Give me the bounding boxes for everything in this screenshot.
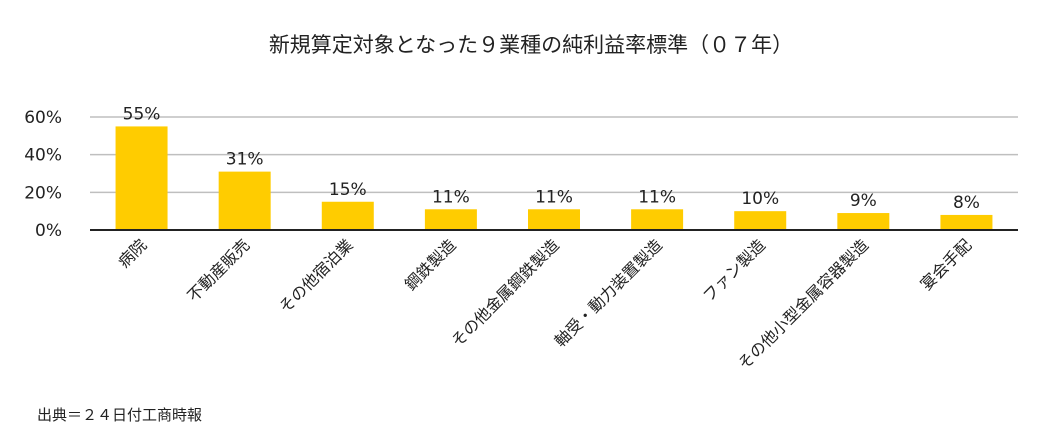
category-label: 不動産販売 — [183, 235, 253, 305]
data-label: 10% — [741, 189, 779, 209]
bar — [734, 211, 787, 230]
category-label: 軸受・動力装置製造 — [551, 235, 666, 350]
y-tick-label: 0% — [35, 221, 62, 241]
data-label: 8% — [953, 193, 980, 213]
category-label: その他金属鋼鉄製造 — [448, 235, 563, 350]
data-label: 11% — [638, 187, 676, 207]
category-label: 鋼鉄製造 — [401, 235, 460, 294]
y-tick-label: 60% — [24, 108, 62, 128]
bar — [218, 171, 271, 230]
data-label: 11% — [432, 187, 470, 207]
data-label: 11% — [535, 187, 573, 207]
data-label: 31% — [226, 150, 264, 170]
bar — [424, 209, 477, 230]
bar — [528, 209, 580, 230]
y-tick-label: 20% — [24, 183, 62, 203]
data-label: 55% — [123, 104, 161, 124]
bar — [631, 209, 684, 230]
bar — [115, 126, 168, 230]
chart-title: 新規算定対象となった９業種の純利益率標準（０７年） — [269, 33, 793, 57]
category-label: 病院 — [114, 235, 150, 271]
source-note: 出典＝２４日付工商時報 — [37, 406, 202, 424]
bar — [837, 213, 890, 230]
y-axis-ticks: 0% 20% 40% 60% — [24, 108, 62, 241]
y-tick-label: 40% — [24, 146, 62, 166]
bar — [321, 201, 374, 230]
data-labels: 55% 31% 15% 11% 11% 11% 10% 9% 8% — [123, 104, 980, 213]
data-label: 15% — [329, 180, 367, 200]
category-label: その他宿泊業 — [275, 235, 356, 316]
category-label: 宴会手配 — [917, 235, 976, 294]
bars — [115, 126, 993, 230]
bar — [940, 214, 993, 230]
category-label: ファン製造 — [699, 235, 769, 305]
data-label: 9% — [850, 191, 877, 211]
